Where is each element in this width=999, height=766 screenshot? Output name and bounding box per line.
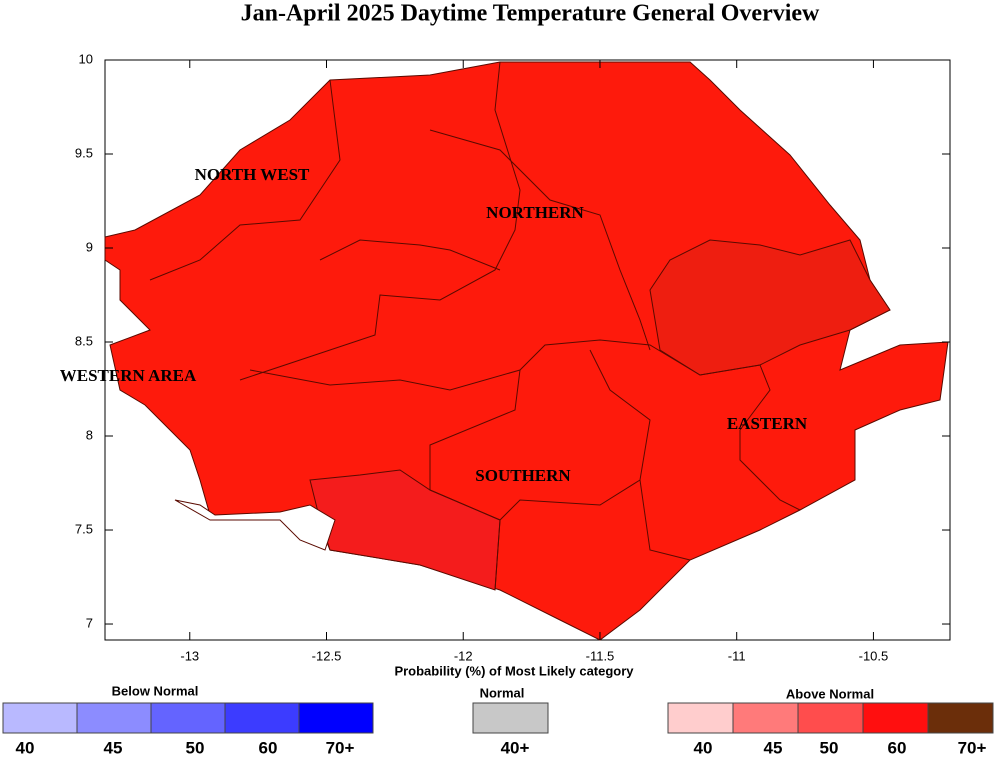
region-label: NORTH WEST xyxy=(195,165,310,184)
legend-label: 60 xyxy=(259,738,278,757)
legend-label: 50 xyxy=(186,738,205,757)
y-tick-label: 8.5 xyxy=(75,333,93,348)
legend-label: 45 xyxy=(104,738,123,757)
y-tick-label: 7 xyxy=(86,615,93,630)
legend-swatch xyxy=(76,702,152,734)
x-axis-label: Probability (%) of Most Likely category xyxy=(394,663,634,678)
legend-label: 40+ xyxy=(501,738,530,757)
border xyxy=(239,61,521,381)
y-tick-label: 9 xyxy=(86,239,93,254)
border xyxy=(494,479,691,591)
legend-swatch xyxy=(2,702,78,734)
y-tick-label: 8 xyxy=(86,427,93,442)
border xyxy=(249,339,801,511)
x-tick-label: -10.5 xyxy=(859,648,889,663)
legend-label: 50 xyxy=(820,738,839,757)
border xyxy=(429,349,651,521)
legend-swatch xyxy=(732,702,799,734)
border xyxy=(429,129,651,351)
border xyxy=(319,239,501,271)
x-tick-label: -13 xyxy=(180,648,199,663)
region-label: WESTERN AREA xyxy=(60,366,197,385)
x-tick-label: -11 xyxy=(728,648,746,663)
legend-swatch xyxy=(797,702,864,734)
legend-swatch xyxy=(927,702,994,734)
legend-label: 60 xyxy=(888,738,907,757)
map-shapes xyxy=(104,61,949,641)
legend-swatch xyxy=(224,702,300,734)
x-tick-label: -12.5 xyxy=(312,648,342,663)
x-tick-label: -11.5 xyxy=(586,648,615,663)
region-label: SOUTHERN xyxy=(475,466,571,485)
legend-swatch xyxy=(472,702,549,734)
legend-label: 40 xyxy=(16,738,35,757)
coast-island xyxy=(174,499,336,551)
legend-title: Below Normal xyxy=(112,683,199,698)
border xyxy=(149,79,341,281)
legend-label: 70+ xyxy=(958,738,987,757)
y-tick-label: 7.5 xyxy=(75,521,93,536)
region-label: NORTHERN xyxy=(486,203,584,222)
legend-label: 70+ xyxy=(326,738,355,757)
legend-swatch xyxy=(667,702,734,734)
legend-swatch xyxy=(298,702,374,734)
legend-swatch xyxy=(150,702,226,734)
y-tick-label: 10 xyxy=(79,51,93,66)
legend-swatch xyxy=(862,702,929,734)
title: Jan-April 2025 Daytime Temperature Gener… xyxy=(241,1,820,27)
y-tick-label: 9.5 xyxy=(75,145,93,160)
x-tick-label: -12 xyxy=(454,648,473,663)
legend-title: Normal xyxy=(480,685,525,700)
legend-label: 45 xyxy=(764,738,783,757)
legend-title: Above Normal xyxy=(786,686,874,701)
legend-label: 40 xyxy=(694,738,713,757)
region-label: EASTERN xyxy=(727,414,808,433)
